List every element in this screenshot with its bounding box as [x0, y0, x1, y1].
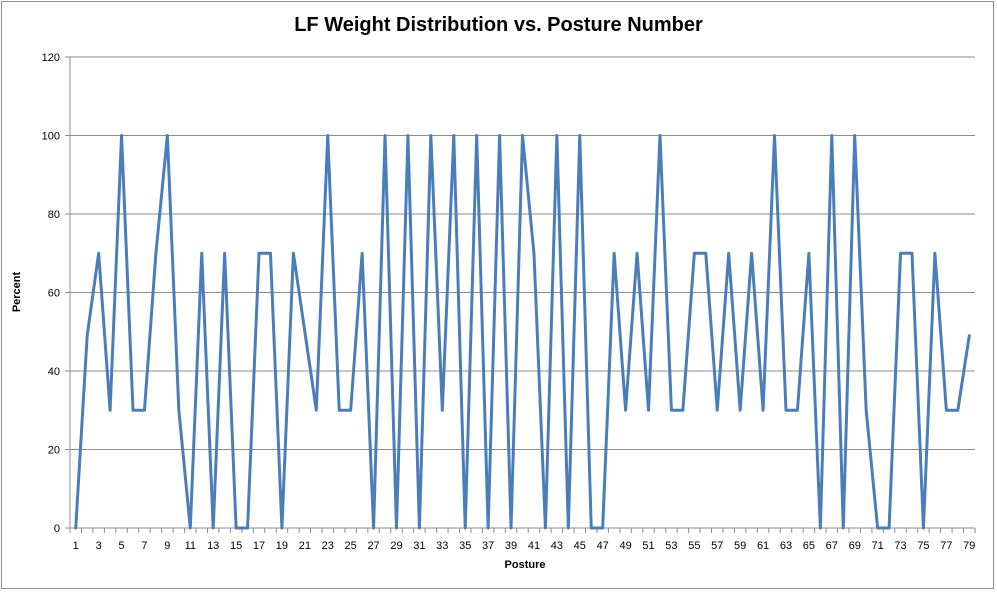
x-tick-label: 69 [849, 540, 861, 552]
x-tick-label: 73 [894, 540, 906, 552]
x-tick-label: 77 [940, 540, 952, 552]
x-tick-label: 31 [413, 540, 425, 552]
x-tick-label: 59 [734, 540, 746, 552]
x-tick-label: 15 [230, 540, 242, 552]
x-tick-label: 17 [253, 540, 265, 552]
x-tick-label: 3 [96, 540, 102, 552]
x-tick-label: 61 [757, 540, 769, 552]
x-tick-label: 21 [299, 540, 311, 552]
x-tick-label: 55 [688, 540, 700, 552]
x-tick-label: 29 [390, 540, 402, 552]
x-tick-label: 37 [482, 540, 494, 552]
x-tick-label: 27 [367, 540, 379, 552]
x-tick-label: 41 [528, 540, 540, 552]
x-tick-label: 11 [185, 540, 196, 552]
x-tick-label: 67 [826, 540, 838, 552]
y-ticks: 0 20 40 60 80 100 120 [42, 52, 70, 535]
series-group [74, 134, 971, 530]
x-tick-label: 5 [118, 540, 124, 552]
x-tick-label: 23 [322, 540, 334, 552]
y-tick-label: 20 [48, 445, 60, 457]
y-tick-label: 100 [42, 131, 60, 143]
x-tick-label: 35 [459, 540, 471, 552]
x-tick-label: 9 [164, 540, 170, 552]
x-tick-label: 39 [505, 540, 517, 552]
series-line [74, 134, 971, 530]
y-tick-label: 80 [48, 209, 60, 221]
x-tick-label: 57 [711, 540, 723, 552]
x-tick-label: 53 [665, 540, 677, 552]
x-axis-label: Posture [504, 559, 546, 571]
x-tick-label: 79 [963, 540, 975, 552]
x-tick-label: 49 [619, 540, 631, 552]
x-tick-label: 7 [141, 540, 147, 552]
x-tick-label: 19 [276, 540, 288, 552]
x-tick-label: 13 [207, 540, 219, 552]
chart-title: LF Weight Distribution vs. Posture Numbe… [294, 14, 703, 36]
x-tick-label: 45 [574, 540, 586, 552]
y-tick-label: 120 [42, 52, 60, 64]
x-tick-label: 65 [803, 540, 815, 552]
x-tick-label: 33 [436, 540, 448, 552]
y-tick-label: 0 [54, 523, 60, 535]
x-tick-label: 43 [551, 540, 563, 552]
y-tick-label: 40 [48, 366, 60, 378]
x-tick-label: 47 [597, 540, 609, 552]
x-tick-label: 75 [917, 540, 929, 552]
x-tick-label: 1 [73, 540, 79, 552]
x-tick-label: 25 [345, 540, 357, 552]
x-ticks: 1 3 5 7 9 11 13 15 17 19 21 23 25 27 29 31 33 35 37 39 41 43 4… [69, 528, 976, 552]
x-tick-label: 71 [872, 540, 884, 552]
x-tick-label: 63 [780, 540, 792, 552]
x-tick-label: 51 [642, 540, 654, 552]
y-tick-label: 60 [48, 288, 60, 300]
